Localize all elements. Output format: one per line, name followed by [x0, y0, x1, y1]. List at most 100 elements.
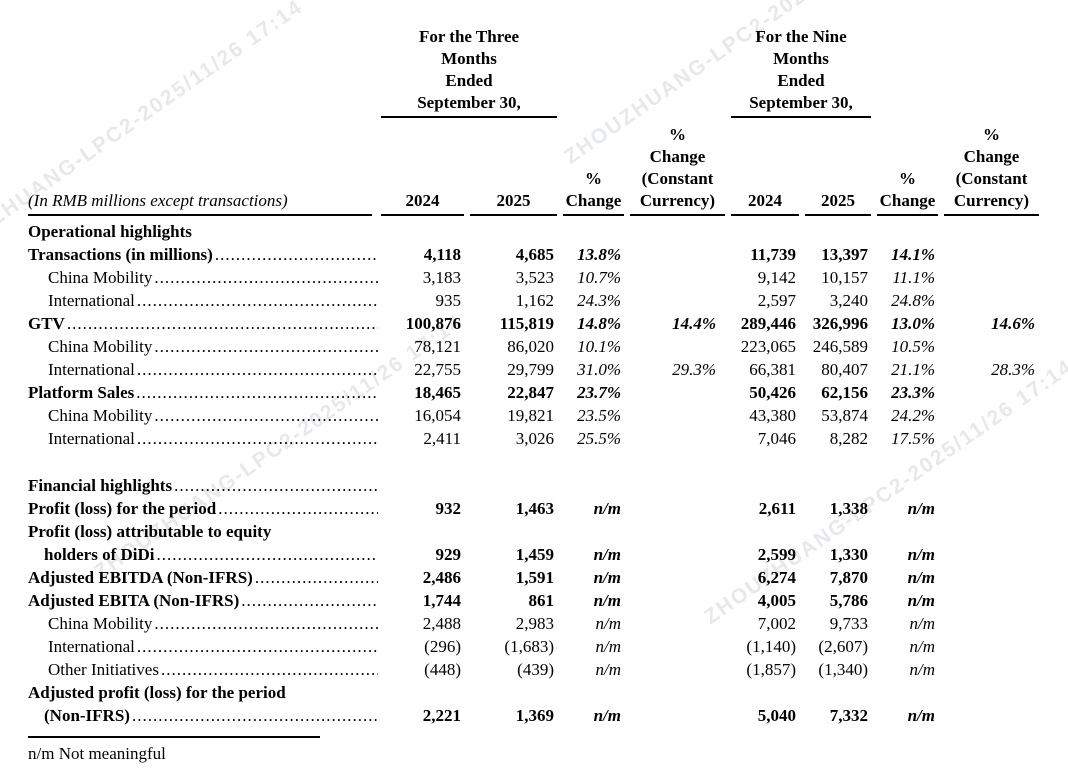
value-cell — [941, 612, 1042, 635]
row-label-cell: Operational highlights — [28, 216, 378, 243]
row-label: Adjusted EBITDA (Non-IFRS) — [28, 568, 253, 587]
value-cell: n/m — [909, 660, 936, 679]
value-cell — [728, 216, 802, 243]
value-cell: n/m — [595, 637, 622, 656]
dot-leader — [136, 381, 378, 404]
row-label: Other Initiatives — [48, 660, 159, 679]
value-cell: 1,330 — [829, 545, 868, 564]
value-cell — [560, 520, 627, 543]
period-group-header-row: For the Three Months Ended September 30,… — [28, 20, 1042, 118]
value-cell — [941, 243, 1042, 266]
row-label-cell: (Non-IFRS) — [28, 704, 378, 727]
row-label: Transactions (in millions) — [28, 245, 213, 264]
value-cell: 8,282 — [829, 429, 868, 448]
dot-leader — [255, 566, 378, 589]
value-cell: 80,407 — [821, 360, 868, 379]
value-cell: 86,020 — [507, 337, 554, 356]
value-cell: 24.8% — [891, 291, 935, 310]
value-cell: 7,870 — [829, 568, 868, 587]
value-cell — [941, 266, 1042, 289]
value-cell: n/m — [593, 545, 621, 564]
value-cell: 29.3% — [672, 360, 716, 379]
col-header-label: % Change — [563, 168, 624, 216]
value-cell — [941, 704, 1042, 727]
value-cell: 10,157 — [821, 268, 868, 287]
value-cell — [802, 474, 874, 497]
value-cell: 861 — [528, 591, 555, 610]
value-cell: (448) — [424, 660, 461, 679]
value-cell: 2,983 — [515, 614, 554, 633]
dot-leader — [157, 543, 379, 566]
value-cell — [627, 243, 728, 266]
value-cell — [941, 635, 1042, 658]
row-label-cell: holders of DiDi — [28, 543, 378, 566]
value-cell: 2,597 — [757, 291, 796, 310]
value-cell — [941, 497, 1042, 520]
row-label: International — [48, 360, 135, 379]
table-row: holders of DiDi 929 1,459 n/m 2,599 1,330 n/m — [28, 543, 1042, 566]
row-label: International — [48, 291, 135, 310]
value-cell: 14.1% — [891, 245, 935, 264]
value-cell — [802, 681, 874, 704]
value-cell: n/m — [909, 637, 936, 656]
row-label: International — [48, 637, 135, 656]
value-cell: 3,183 — [422, 268, 461, 287]
value-cell: 53,874 — [821, 406, 868, 425]
table-row: Adjusted EBITA (Non-IFRS) 1,744 861 n/m 4,00… — [28, 589, 1042, 612]
value-cell: n/m — [595, 614, 622, 633]
value-cell: 3,523 — [515, 268, 554, 287]
value-cell: 10.7% — [577, 268, 621, 287]
value-cell: (296) — [424, 637, 461, 656]
value-cell — [941, 216, 1042, 243]
value-cell: 1,744 — [422, 591, 461, 610]
value-cell — [378, 474, 467, 497]
table-row: International 22,755 29,799 31.0% 29.3% 66,38… — [28, 358, 1042, 381]
value-cell: 7,332 — [829, 706, 868, 725]
value-cell — [627, 658, 728, 681]
value-cell: 1,162 — [515, 291, 554, 310]
value-cell: 17.5% — [891, 429, 935, 448]
empty-cell — [941, 20, 1042, 118]
dot-leader — [218, 497, 378, 520]
value-cell — [941, 289, 1042, 312]
row-label: (Non-IFRS) — [44, 706, 130, 725]
value-cell — [874, 474, 941, 497]
dot-leader — [137, 427, 378, 450]
value-cell — [941, 520, 1042, 543]
row-label-note: (In RMB millions except transactions) — [28, 190, 372, 216]
row-label-cell: International — [28, 358, 378, 381]
value-cell: 66,381 — [749, 360, 796, 379]
dot-leader — [137, 289, 378, 312]
value-cell — [941, 566, 1042, 589]
value-cell: (2,607) — [818, 637, 868, 656]
row-label-cell: Adjusted profit (loss) for the period — [28, 681, 378, 704]
value-cell: 115,819 — [499, 314, 554, 333]
value-cell: 2,221 — [422, 706, 461, 725]
col-header-label: 2024 — [731, 190, 799, 216]
value-cell: 4,005 — [757, 591, 796, 610]
value-cell: 16,054 — [414, 406, 461, 425]
row-label-cell: China Mobility — [28, 266, 378, 289]
three-months-group-cell: For the Three Months Ended September 30, — [378, 20, 560, 118]
row-label: Profit (loss) for the period — [28, 499, 217, 518]
row-label-cell: Transactions (in millions) — [28, 243, 378, 266]
value-cell: 43,380 — [749, 406, 796, 425]
dot-leader — [241, 589, 378, 612]
row-label-note-cell: (In RMB millions except transactions) — [28, 118, 378, 216]
value-cell: 935 — [435, 291, 462, 310]
value-cell — [627, 612, 728, 635]
footnote-text: n/m Not meaningful — [28, 744, 166, 763]
value-cell: 2,486 — [422, 568, 461, 587]
value-cell: 24.3% — [577, 291, 621, 310]
value-cell: 24.2% — [891, 406, 935, 425]
row-label-cell: Other Initiatives — [28, 658, 378, 681]
value-cell: (1,340) — [818, 660, 868, 679]
value-cell: n/m — [907, 545, 935, 564]
value-cell — [941, 658, 1042, 681]
col-header-9m-pct-change-constant: % Change (Constant Currency) — [941, 118, 1042, 216]
value-cell — [627, 427, 728, 450]
value-cell — [627, 216, 728, 243]
value-cell: n/m — [907, 591, 935, 610]
row-label: China Mobility — [48, 337, 153, 356]
value-cell — [378, 681, 467, 704]
